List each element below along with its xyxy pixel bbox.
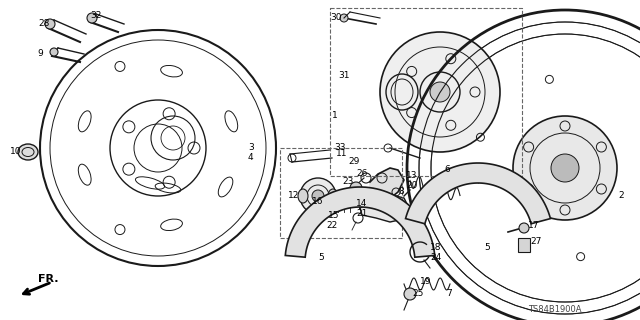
Text: 20: 20 [406,180,417,189]
Polygon shape [370,168,404,202]
Bar [330,8,522,176]
Circle shape [551,154,579,182]
Circle shape [340,14,348,22]
Ellipse shape [298,189,308,203]
Polygon shape [360,195,410,222]
Text: 31: 31 [338,71,349,81]
Text: 10: 10 [10,148,22,156]
Text: 9: 9 [37,50,43,59]
Text: 5: 5 [318,253,324,262]
Text: 18: 18 [430,244,442,252]
Text: TS84B1900A: TS84B1900A [529,306,582,315]
Text: 14: 14 [356,199,367,209]
Ellipse shape [315,206,325,214]
Text: 33: 33 [334,143,346,153]
Text: 26: 26 [356,170,367,179]
Text: 15: 15 [328,212,339,220]
Text: 32: 32 [90,11,101,20]
Text: 25: 25 [412,290,424,299]
Circle shape [87,13,97,23]
Text: 29: 29 [348,157,360,166]
Text: 21: 21 [356,210,367,219]
Text: 4: 4 [248,154,253,163]
Circle shape [45,19,55,29]
Text: 12: 12 [288,190,300,199]
Text: 30: 30 [330,13,342,22]
Circle shape [350,182,362,194]
Text: 2: 2 [618,190,623,199]
Circle shape [300,178,336,214]
Text: 7: 7 [446,290,452,299]
Text: 23: 23 [342,178,353,187]
Text: 28: 28 [38,20,49,28]
Text: 17: 17 [528,221,540,230]
Text: 24: 24 [430,253,441,262]
Ellipse shape [18,144,38,160]
Text: 16: 16 [312,197,323,206]
Circle shape [380,32,500,152]
Circle shape [50,48,58,56]
Text: 3: 3 [248,143,253,153]
Text: 6: 6 [444,165,450,174]
Polygon shape [406,163,550,224]
Text: 27: 27 [530,237,541,246]
Text: 1: 1 [332,111,338,121]
Circle shape [312,190,324,202]
Bar [518,238,530,252]
Circle shape [430,82,450,102]
Text: 11: 11 [336,148,348,157]
Text: 8: 8 [398,188,404,196]
Text: FR.: FR. [38,274,58,284]
Text: 13: 13 [406,171,417,180]
Bar [280,148,402,238]
Circle shape [404,288,416,300]
Polygon shape [285,187,435,257]
Circle shape [519,223,529,233]
Circle shape [513,116,617,220]
Text: 5: 5 [484,244,490,252]
Text: 22: 22 [326,221,337,230]
Text: 19: 19 [420,277,431,286]
Ellipse shape [328,189,338,203]
